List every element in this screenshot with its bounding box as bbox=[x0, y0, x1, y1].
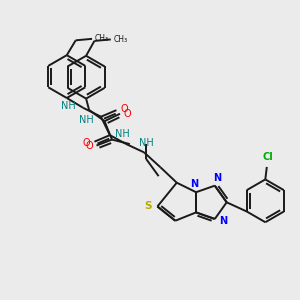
Text: NH: NH bbox=[61, 101, 76, 111]
Text: Cl: Cl bbox=[262, 152, 273, 162]
Text: N: N bbox=[190, 179, 198, 189]
Text: O: O bbox=[124, 109, 131, 119]
Text: O: O bbox=[85, 140, 93, 151]
Text: CH₃: CH₃ bbox=[95, 34, 109, 43]
Text: S: S bbox=[145, 202, 152, 212]
Text: NH: NH bbox=[139, 138, 154, 148]
Text: CH₃: CH₃ bbox=[113, 35, 127, 44]
Text: NH: NH bbox=[79, 115, 94, 125]
Text: NH: NH bbox=[115, 129, 130, 139]
Text: N: N bbox=[219, 216, 227, 226]
Text: O: O bbox=[121, 104, 128, 114]
Text: N: N bbox=[213, 173, 221, 183]
Text: O: O bbox=[82, 138, 90, 148]
